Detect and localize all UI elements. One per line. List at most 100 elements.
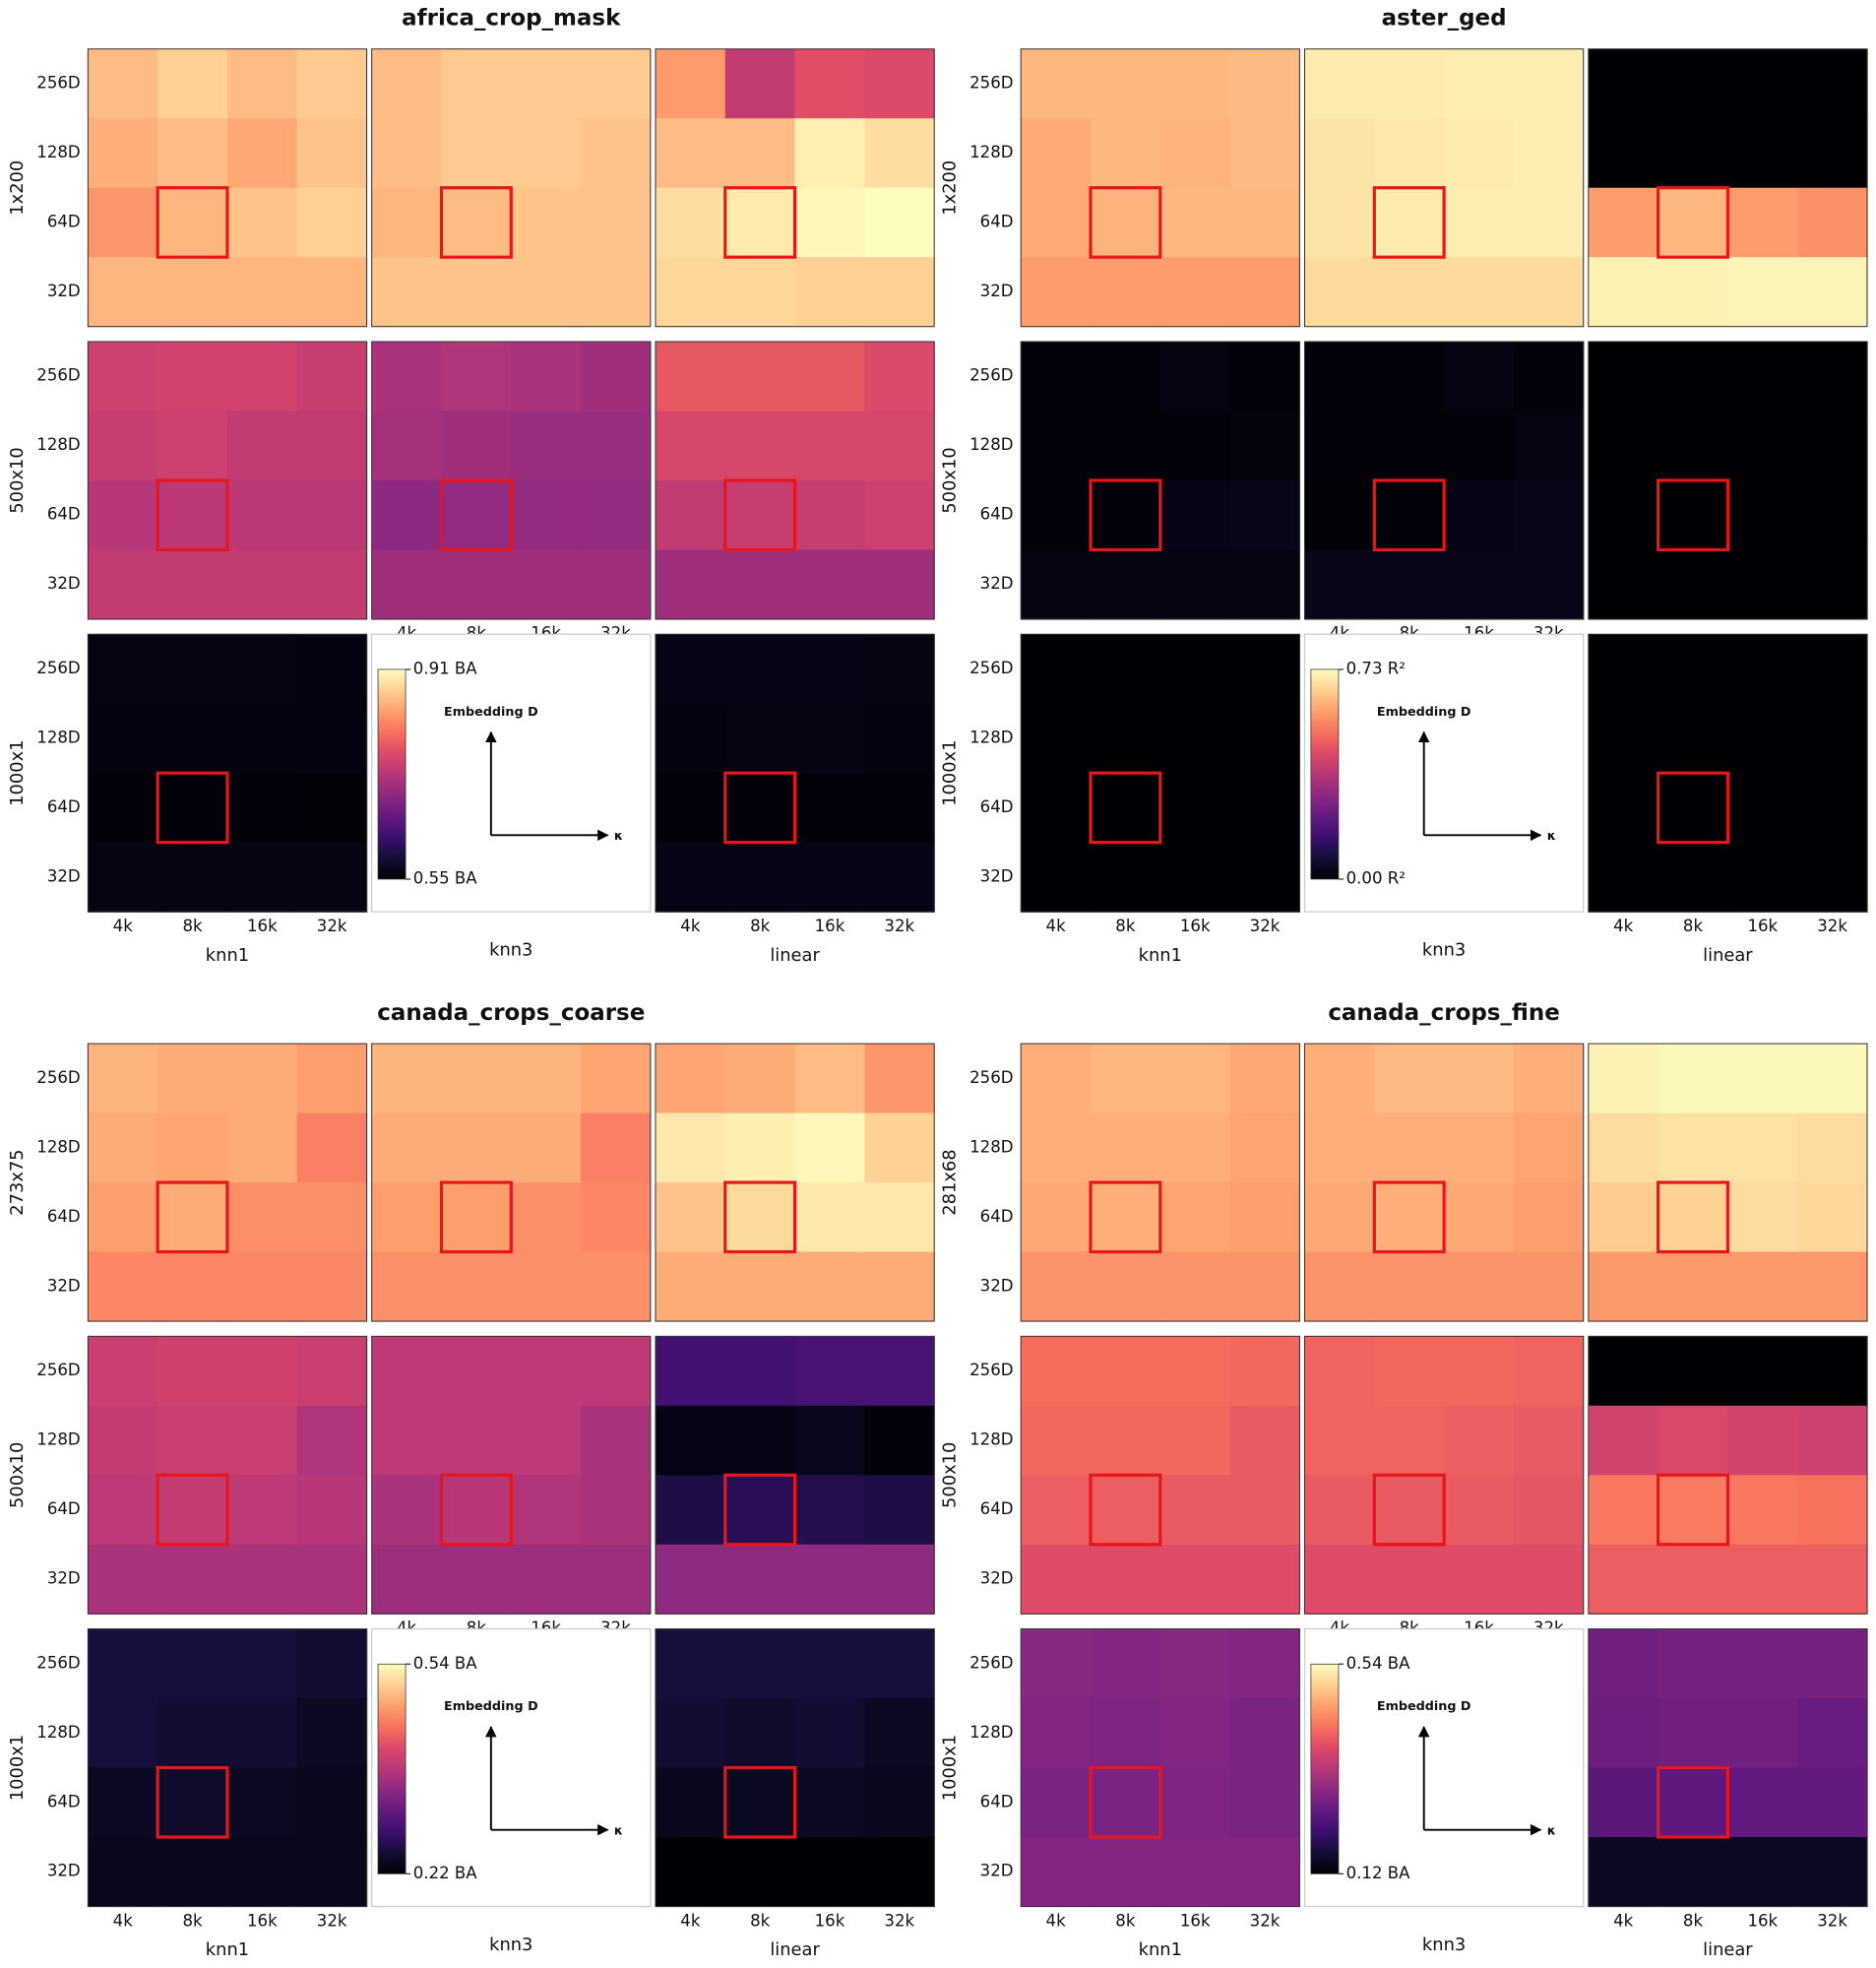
heatmap-cell — [1021, 549, 1092, 620]
heatmap-cell — [1090, 1628, 1161, 1699]
heatmap-cell — [1797, 1182, 1868, 1253]
heatmap-cell — [371, 118, 443, 189]
heatmap-cell — [88, 1405, 158, 1476]
heatmap-cell — [1374, 479, 1445, 551]
heatmap-cell — [371, 341, 443, 413]
panel-title: canada_crops_coarse — [377, 1000, 645, 1026]
heatmap-cell — [724, 479, 796, 551]
heatmap-cell — [1657, 411, 1729, 481]
heatmap-cell — [1727, 1112, 1798, 1183]
heatmap-cell — [441, 48, 512, 119]
heatmap-cell — [1159, 634, 1231, 705]
heatmap-cell — [1304, 479, 1375, 551]
heatmap-cell — [1021, 703, 1092, 774]
heatmap-cell — [157, 1698, 228, 1769]
heatmap-cell — [724, 1475, 796, 1546]
y-tick-label: 32D — [47, 282, 81, 300]
heatmap-cell — [1797, 187, 1868, 258]
x-tick-label: 32k — [1250, 1911, 1281, 1930]
heatmap-cell — [88, 341, 158, 413]
heatmap-cell — [1021, 1698, 1092, 1769]
heatmap-cell — [1444, 1544, 1515, 1615]
heatmap-cell — [1021, 634, 1092, 705]
heatmap-cell — [1021, 1044, 1092, 1114]
heatmap-cell — [88, 549, 158, 620]
heatmap-cell — [1374, 48, 1445, 119]
y-tick-label: 32D — [47, 1276, 81, 1295]
heatmap-cell — [1513, 257, 1585, 328]
heatmap-cell — [794, 118, 866, 189]
highlight-box — [1657, 1765, 1730, 1839]
colorbar-label: 0.73 R² — [1346, 659, 1406, 677]
column-label: linear — [1703, 1939, 1753, 1960]
heatmap-cell — [1021, 1475, 1092, 1546]
heatmap-cell — [1513, 411, 1585, 481]
heatmap-cell — [1727, 1251, 1798, 1322]
heatmap-cell — [864, 48, 935, 119]
colorbar — [377, 668, 406, 880]
y-tick-label: 256D — [969, 659, 1013, 677]
heatmap-cell — [441, 1182, 512, 1253]
y-tick-label: 64D — [47, 212, 81, 230]
column-label: knn3 — [489, 940, 532, 961]
highlight-box — [439, 478, 513, 552]
heatmap-frame — [1303, 341, 1585, 620]
heatmap-cell — [1588, 1698, 1659, 1769]
heatmap-cell — [1727, 411, 1798, 481]
heatmap-cell — [1304, 48, 1375, 119]
heatmap-cell — [1657, 1767, 1729, 1838]
heatmap-cell — [1229, 257, 1301, 328]
heatmap-cell — [794, 1475, 866, 1546]
row-label: 1000x1 — [7, 1735, 28, 1801]
heatmap-frame — [1020, 48, 1300, 328]
heatmap-cell — [864, 411, 935, 481]
y-tick-label: 64D — [980, 797, 1014, 816]
heatmap-cell — [1588, 1767, 1659, 1838]
heatmap-cell — [1444, 411, 1515, 481]
heatmap-cell — [88, 842, 158, 913]
colorbar-label: 0.22 BA — [413, 1864, 478, 1882]
heatmap-cell — [1444, 1044, 1515, 1114]
heatmap-cell — [794, 341, 866, 413]
heatmap-cell — [794, 773, 866, 844]
heatmap-cell — [1657, 1044, 1729, 1114]
heatmap-cell — [724, 1336, 796, 1407]
highlight-box — [1089, 478, 1162, 552]
heatmap-cell — [1588, 1544, 1659, 1615]
y-tick-label: 128D — [36, 1430, 80, 1449]
heatmap-cell — [794, 48, 866, 119]
heatmap-cell — [1513, 48, 1585, 119]
heatmap-cell — [226, 479, 298, 551]
heatmap-cell — [655, 1628, 726, 1699]
heatmap-cell — [655, 118, 726, 189]
x-tick-label: 8k — [182, 917, 203, 935]
heatmap-cell — [1090, 1837, 1161, 1908]
heatmap-cell — [1588, 1336, 1659, 1407]
heatmap-cell — [1657, 1182, 1729, 1253]
heatmap-cell — [864, 1336, 935, 1407]
heatmap-cell — [655, 257, 726, 328]
heatmap-cell — [157, 1336, 228, 1407]
highlight-box — [156, 1180, 229, 1254]
x-tick-label: 32k — [1817, 917, 1847, 935]
heatmap-cell — [1727, 48, 1798, 119]
heatmap-cell — [864, 703, 935, 774]
highlight-box — [1372, 1180, 1446, 1254]
heatmap-cell — [1657, 1251, 1729, 1322]
heatmap-frame — [1588, 1628, 1868, 1908]
heatmap-cell — [724, 1251, 796, 1322]
heatmap-cell — [864, 634, 935, 705]
heatmap-cell — [1374, 341, 1445, 413]
x-tick-label: 8k — [182, 1911, 203, 1930]
heatmap-cell — [511, 187, 582, 258]
heatmap-cell — [864, 1475, 935, 1546]
heatmap-cell — [1090, 48, 1161, 119]
heatmap-cell — [1727, 1182, 1798, 1253]
heatmap-cell — [1727, 1544, 1798, 1615]
heatmap-cell — [1304, 549, 1375, 620]
heatmap-cell — [1229, 341, 1301, 413]
column-label: knn3 — [489, 1935, 532, 1955]
heatmap-frame — [1020, 1628, 1300, 1908]
heatmap-cell — [511, 1336, 582, 1407]
heatmap-cell — [1229, 118, 1301, 189]
